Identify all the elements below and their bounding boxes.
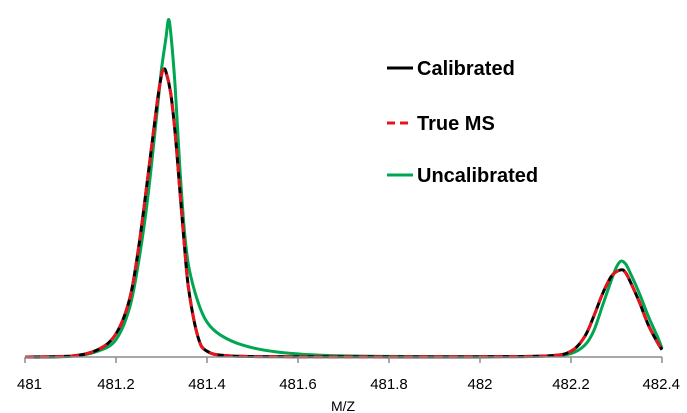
- legend-item-calibrated: Calibrated: [387, 58, 515, 80]
- legend: Calibrated True MS Uncalibrated: [387, 58, 538, 187]
- x-tick-label: 482.2: [552, 376, 590, 393]
- x-tick-label: 481.2: [97, 376, 135, 393]
- x-tick-label: 481.6: [279, 376, 317, 393]
- series-layer: [24, 18, 664, 359]
- x-tick-layer: 481 481.2 481.4 481.6 481.8 482 482.2 482.4: [17, 357, 680, 393]
- x-tick-label: 482: [467, 376, 492, 393]
- series-line-calibrated: [24, 67, 664, 359]
- legend-item-true-ms: True MS: [387, 113, 495, 135]
- x-axis-title: M/Z: [331, 398, 356, 413]
- x-tick-label: 481: [17, 376, 42, 393]
- legend-item-uncalibrated: Uncalibrated: [387, 165, 538, 187]
- legend-label-calibrated: Calibrated: [417, 58, 515, 80]
- x-tick-label: 481.8: [370, 376, 408, 393]
- legend-label-true-ms: True MS: [417, 113, 495, 135]
- series-line-uncalibrated: [24, 18, 664, 359]
- x-tick-label: 482.4: [642, 376, 680, 393]
- legend-label-uncalibrated: Uncalibrated: [417, 165, 538, 187]
- series-line-true-ms: [24, 67, 664, 359]
- x-tick-label: 481.4: [188, 376, 226, 393]
